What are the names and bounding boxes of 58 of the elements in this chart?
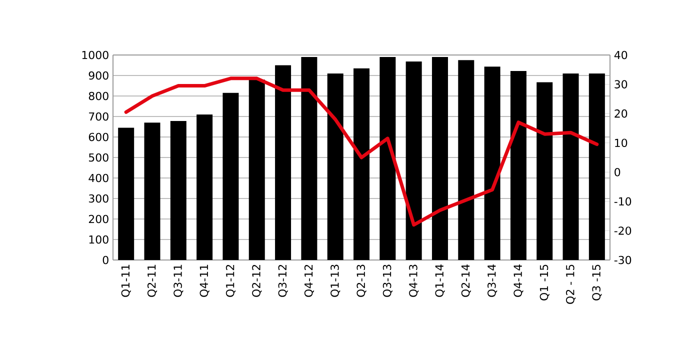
bar (196, 114, 213, 260)
bar (222, 92, 239, 260)
y-tick-label: 300 (88, 194, 108, 203)
bar (118, 128, 134, 260)
x-tick-label: Q4-13 (409, 264, 419, 297)
x-tick-label: Q4-14 (514, 264, 524, 297)
x-tick-label: Q2-11 (147, 264, 158, 297)
x-tick-label: Q4-11 (200, 264, 210, 297)
x-tick-label: Q2-13 (356, 264, 366, 297)
bar (275, 65, 292, 260)
y2-tick-label: -30 (614, 256, 632, 264)
bar (458, 60, 474, 260)
bar (484, 66, 500, 260)
x-tick-label: Q2-12 (252, 264, 262, 297)
y2-tick-label: -10 (614, 197, 632, 206)
bar (327, 73, 344, 260)
y-tick-label: 400 (88, 174, 108, 182)
y-tick-label: 0 (102, 256, 108, 264)
bar (536, 82, 553, 260)
x-tick-label: Q3-11 (174, 264, 184, 297)
bar (170, 121, 186, 260)
y-tick-label: 1000 (82, 50, 108, 60)
x-tick-label: Q2-14 (461, 264, 471, 297)
bar (432, 57, 448, 260)
y-tick-label: 800 (88, 92, 108, 100)
x-tick-label: Q3-12 (278, 264, 288, 297)
y-tick-label: 600 (88, 132, 108, 142)
bar (588, 73, 605, 260)
y2-tick-label: -20 (614, 226, 632, 235)
x-tick-label: Q1-13 (330, 264, 340, 297)
x-tick-label: Q2 - 15 (566, 264, 576, 304)
bar (248, 80, 265, 260)
y2-tick-label: 40 (614, 50, 628, 60)
bar (301, 57, 318, 260)
x-tick-label: Q1 -15 (540, 264, 550, 300)
y2-tick-label: 20 (614, 109, 628, 118)
bar (562, 73, 579, 260)
x-tick-label: Q1-11 (121, 264, 131, 297)
y2-tick-label: 0 (614, 168, 620, 176)
x-tick-label: Q4-12 (304, 264, 314, 297)
bar (144, 122, 160, 260)
y-tick-label: 900 (88, 71, 108, 80)
line-series (124, 76, 599, 227)
x-tick-label: Q3-14 (488, 264, 498, 297)
x-tick-label: Q1-12 (226, 264, 236, 297)
x-tick-label: Q3-13 (382, 264, 392, 297)
y2-tick-label: 10 (615, 138, 628, 148)
y-tick-label: 700 (89, 112, 108, 121)
bar (354, 68, 370, 260)
y-tick-label: 200 (88, 214, 108, 224)
y-tick-label: 100 (89, 235, 108, 244)
x-tick-label: Q3 -15 (592, 264, 602, 300)
x-tick-label: Q1-14 (435, 264, 445, 297)
bar (510, 70, 526, 260)
bar (406, 62, 422, 260)
y-tick-label: 500 (88, 153, 108, 162)
bar (380, 57, 396, 260)
y2-tick-label: 30 (614, 80, 628, 88)
